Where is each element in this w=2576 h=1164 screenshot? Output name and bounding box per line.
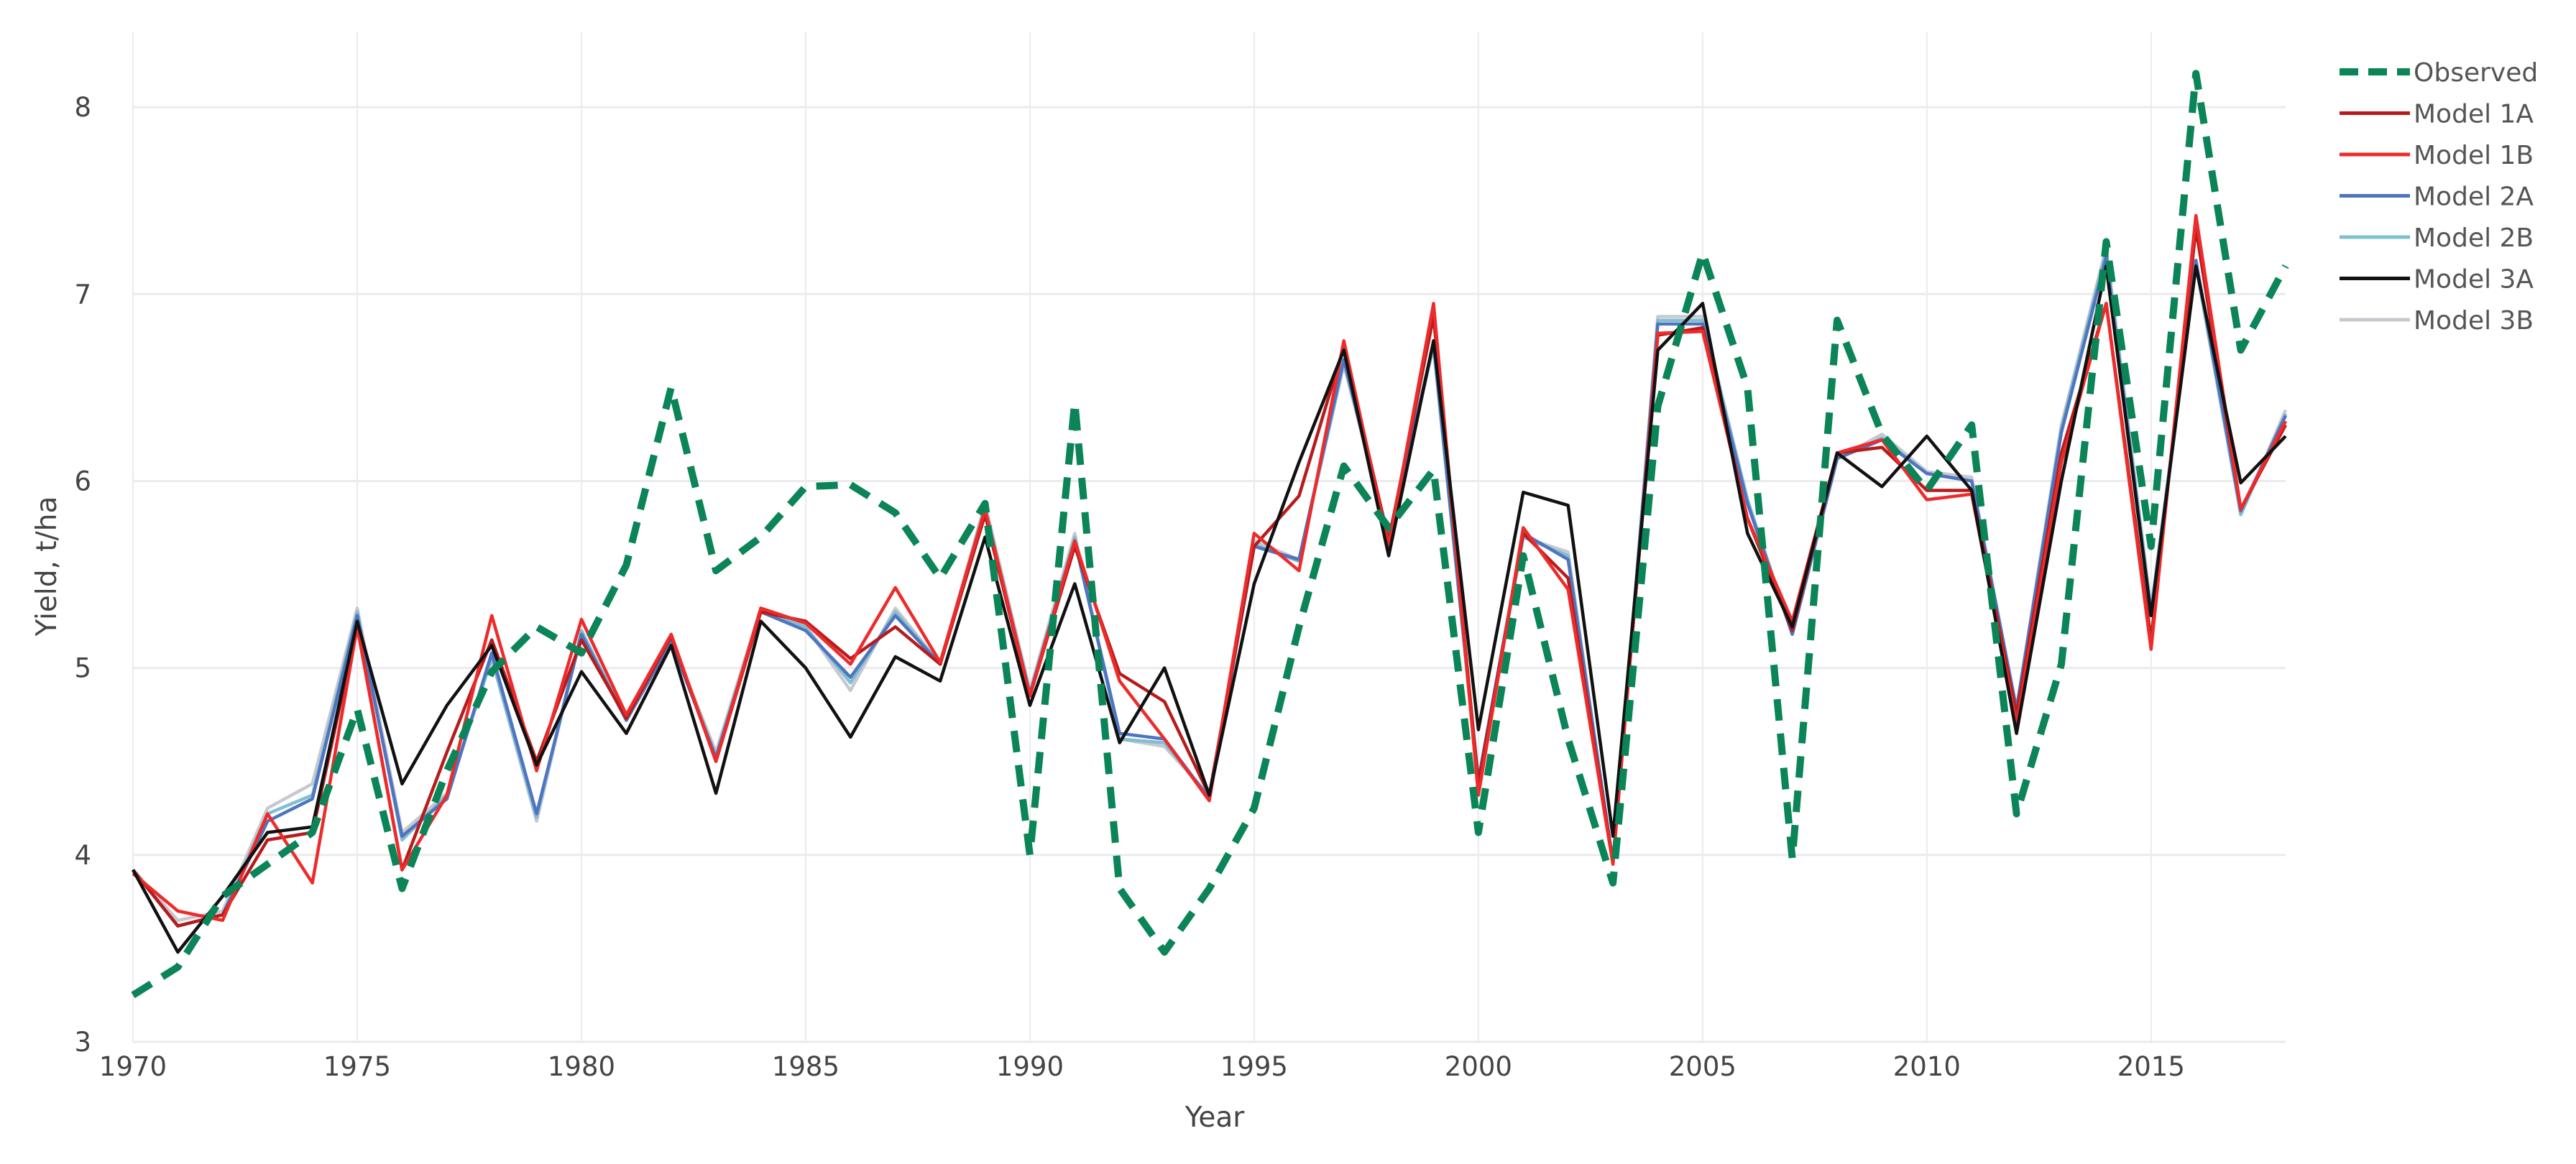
x-tick-label: 1970 [99,1051,167,1082]
y-tick-label: 4 [74,840,91,871]
series-line-model-1a [132,226,2287,928]
x-axis-ticks: 1970 1975 1980 1985 1990 1995 2000 2005 2010 2015 [99,1051,2185,1082]
x-tick-label: 2010 [1893,1051,1961,1082]
y-tick-label: 3 [74,1027,91,1058]
y-tick-label: 6 [74,466,91,496]
y-tick-label: 8 [74,92,91,123]
x-axis-title: Year [1184,1101,1246,1134]
x-tick-label: 1990 [996,1051,1064,1082]
series-line-model-2a [132,254,2288,928]
x-tick-label: 2000 [1445,1051,1512,1082]
x-tick-label: 2015 [2117,1051,2185,1082]
legend-item-model-2a[interactable]: Model 2A [2340,183,2534,212]
series-lines [131,70,2289,999]
series-line-model-2b [132,249,2288,928]
x-tick-label: 1995 [1220,1051,1288,1082]
series-line-model-3a [132,264,2287,954]
legend-item-model-1b[interactable]: Model 1B [2340,141,2534,170]
series-line-model-3b [132,245,2288,923]
legend[interactable]: Observed Model 1A Model 1B Model 2A Model 2B… [2340,58,2538,336]
grid [132,32,2286,1043]
legend-label: Model 1B [2414,141,2534,170]
legend-label: Model 2A [2414,183,2534,212]
series-line-model-1b [132,213,2288,923]
legend-label: Model 3A [2414,265,2534,295]
x-tick-label: 1985 [772,1051,840,1082]
legend-label: Model 2B [2414,223,2534,253]
y-axis-title: Yield, t/ha [31,496,63,637]
x-tick-label: 1980 [548,1051,615,1082]
legend-item-model-3a[interactable]: Model 3A [2340,265,2534,295]
legend-label: Model 1A [2414,100,2534,129]
y-tick-label: 7 [74,279,91,310]
legend-label: Observed [2414,58,2538,88]
y-tick-label: 5 [74,653,91,684]
x-tick-label: 1975 [323,1051,391,1082]
x-tick-label: 2005 [1669,1051,1736,1082]
legend-item-model-3b[interactable]: Model 3B [2340,306,2534,336]
series-line-observed [131,70,2289,999]
legend-item-model-2b[interactable]: Model 2B [2340,223,2534,253]
legend-item-model-1a[interactable]: Model 1A [2340,100,2534,129]
y-axis-ticks: 3 4 5 6 7 8 [74,92,91,1058]
legend-label: Model 3B [2414,306,2534,336]
legend-item-observed[interactable]: Observed [2340,58,2538,88]
